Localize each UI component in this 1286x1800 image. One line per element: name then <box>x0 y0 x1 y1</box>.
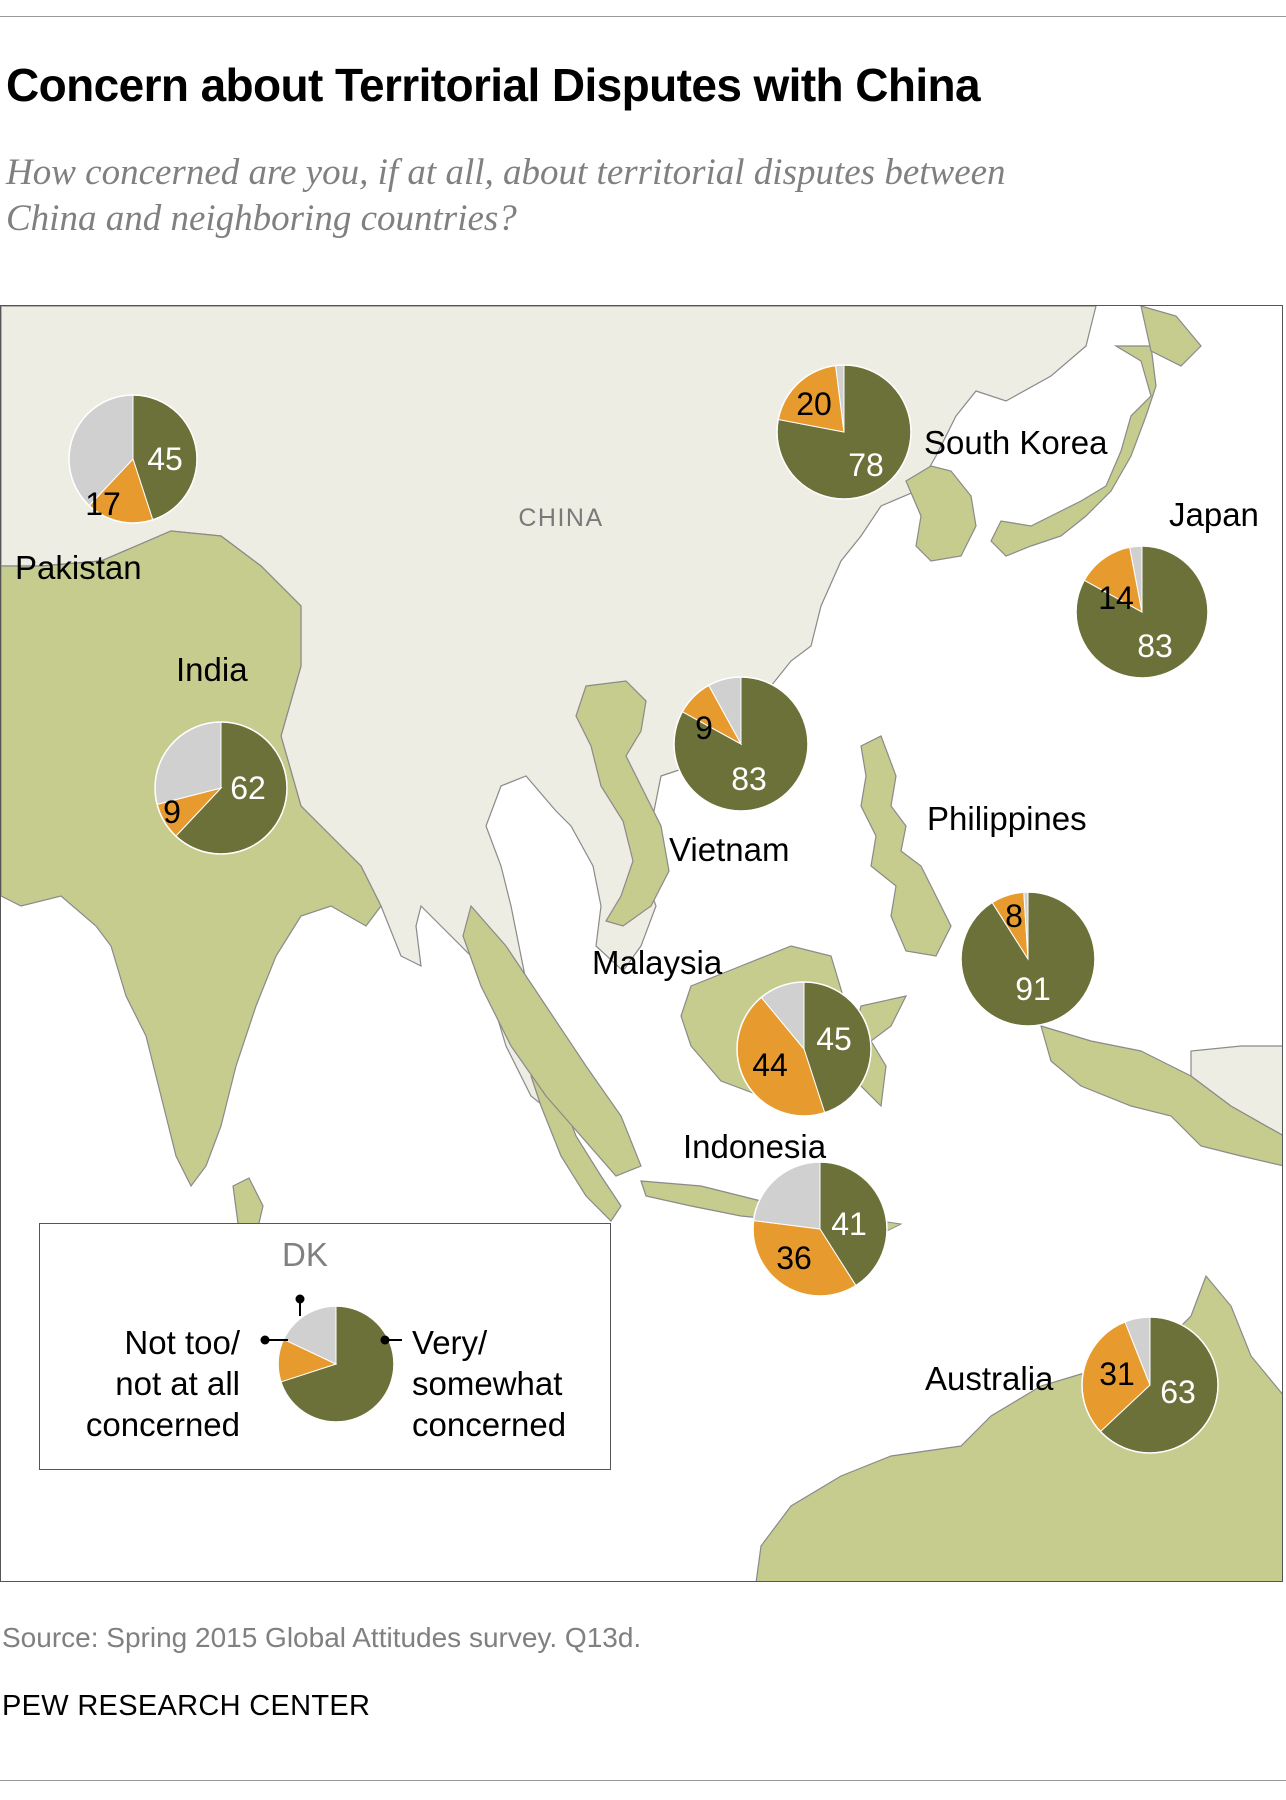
land-vietnam <box>575 680 670 927</box>
label-indonesia: Indonesia <box>683 1128 827 1165</box>
land-png-east <box>1190 1045 1282 1136</box>
source-note: Source: Spring 2015 Global Attitudes sur… <box>2 1622 642 1653</box>
label-pakistan: Pakistan <box>15 549 142 586</box>
pakistan-very-value: 45 <box>147 441 183 477</box>
legend-very-line-2: somewhat <box>412 1365 563 1402</box>
vietnam-pie-outline <box>673 676 809 812</box>
legend-not-too-line-3: concerned <box>85 1406 240 1443</box>
bottom-rule <box>0 1780 1286 1781</box>
pakistan-pie-outline <box>68 394 198 524</box>
malaysia-very-value: 45 <box>816 1021 852 1057</box>
map-frame: CHINA 45 17 78 20 83 14 62 9 83 9 91 8 45 44 41 36 63 31 … <box>0 305 1283 1582</box>
land-sumatra <box>462 904 642 1177</box>
label-philippines: Philippines <box>927 800 1087 837</box>
label-south-korea: South Korea <box>924 424 1108 461</box>
pie-pakistan: 45 17 <box>68 394 198 524</box>
south-korea-very-value: 78 <box>848 447 884 483</box>
legend-dk-label: DK <box>282 1236 328 1273</box>
label-malaysia: Malaysia <box>592 944 723 981</box>
pie-australia: 63 31 <box>1081 1316 1219 1454</box>
japan-not-too-value: 14 <box>1098 580 1134 616</box>
legend-box: DK Not too/ not at all concerned Very/ s… <box>39 1223 611 1470</box>
land-south-asia <box>1 530 382 1188</box>
legend-not-too-line-1: Not too/ <box>124 1324 240 1361</box>
pie-south-korea: 78 20 <box>776 364 912 500</box>
japan-very-value: 83 <box>1137 628 1173 664</box>
south-korea-pie-outline <box>776 364 912 500</box>
chart-subtitle: How concerned are you, if at all, about … <box>6 152 1006 239</box>
label-india: India <box>176 651 248 688</box>
indonesia-pie-outline <box>752 1161 888 1297</box>
india-very-value: 62 <box>230 770 266 806</box>
australia-very-value: 63 <box>1160 1374 1196 1410</box>
pie-india: 62 9 <box>154 721 288 855</box>
japan-pie-outline <box>1075 545 1209 679</box>
pie-indonesia: 41 36 <box>752 1161 888 1297</box>
legend-very-line-3: concerned <box>412 1406 567 1443</box>
australia-not-too-value: 31 <box>1099 1356 1135 1392</box>
land-hokkaido <box>1140 306 1202 367</box>
pie-philippines: 91 8 <box>960 891 1096 1027</box>
australia-pie-outline <box>1081 1316 1219 1454</box>
top-rule <box>0 16 1286 17</box>
label-vietnam: Vietnam <box>669 831 790 868</box>
indonesia-not-too-value: 36 <box>776 1240 812 1276</box>
land-japan <box>990 345 1157 557</box>
land-philippines <box>860 735 952 957</box>
pie-malaysia: 45 44 <box>736 981 872 1117</box>
pakistan-not-too-value: 17 <box>85 486 121 522</box>
south-korea-not-too-value: 20 <box>796 386 832 422</box>
philippines-not-too-value: 8 <box>1005 898 1023 934</box>
china-label: CHINA <box>518 504 603 532</box>
pie-vietnam: 83 9 <box>673 676 809 812</box>
vietnam-very-value: 83 <box>731 761 767 797</box>
indonesia-very-value: 41 <box>831 1206 867 1242</box>
malaysia-pie-outline <box>736 981 872 1117</box>
org-credit: PEW RESEARCH CENTER <box>2 1690 371 1722</box>
malaysia-not-too-value: 44 <box>752 1047 788 1083</box>
legend-not-too-line-2: not at all <box>115 1365 240 1402</box>
land-new-guinea <box>1040 1025 1282 1167</box>
label-australia: Australia <box>925 1360 1054 1397</box>
india-pie-outline <box>154 721 288 855</box>
legend-pie-outline <box>277 1305 395 1423</box>
philippines-pie-outline <box>960 891 1096 1027</box>
india-not-too-value: 9 <box>163 794 181 830</box>
chart-title: Concern about Territorial Disputes with … <box>6 59 981 111</box>
legend-pie <box>260 1294 402 1423</box>
label-japan: Japan <box>1169 496 1259 533</box>
land-korea <box>905 465 977 562</box>
indonesia-dk-slice <box>752 1161 821 1230</box>
land-australia <box>755 1274 1282 1581</box>
legend-very-line-1: Very/ <box>412 1324 488 1361</box>
vietnam-not-too-value: 9 <box>695 710 713 746</box>
philippines-very-value: 91 <box>1015 971 1051 1007</box>
